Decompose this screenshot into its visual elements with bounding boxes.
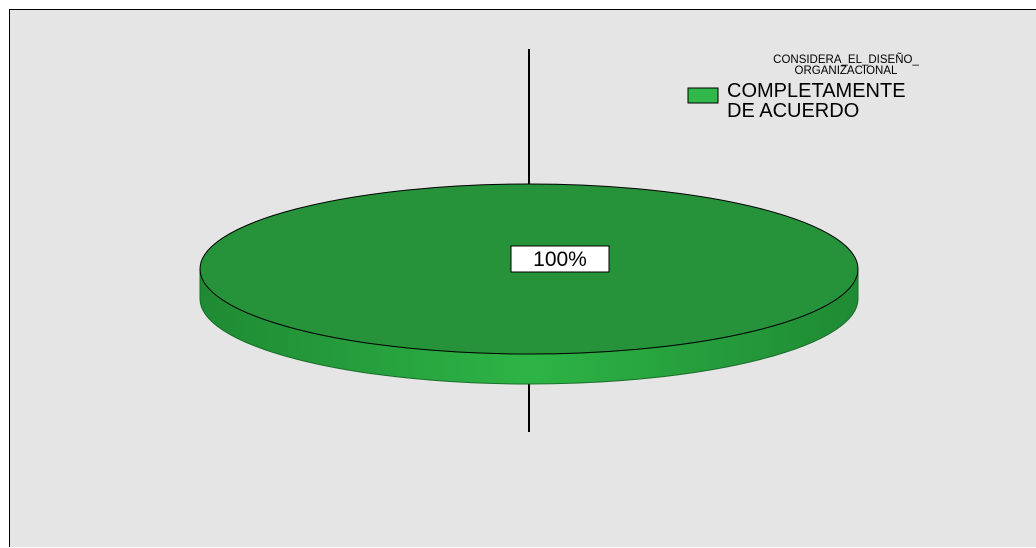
data-label-text: 100% [533, 248, 587, 271]
data-label-box [510, 245, 610, 273]
legend-title-line-2: ORGANIZACIONAL [795, 65, 898, 77]
pie-chart: 100% CONSIDERA_EL_DISEÑO_ ORGANIZACIONAL… [199, 49, 919, 432]
chart-area: 100% CONSIDERA_EL_DISEÑO_ ORGANIZACIONAL… [9, 9, 1036, 547]
legend: CONSIDERA_EL_DISEÑO_ ORGANIZACIONAL COMP… [687, 53, 919, 122]
legend-swatch [687, 87, 719, 104]
data-label: 100% [510, 245, 610, 273]
legend-label-line-1: COMPLETAMENTE [727, 80, 906, 102]
legend-title-line-1: CONSIDERA_EL_DISEÑO_ [773, 53, 919, 66]
legend-label-line-2: DE ACUERDO [727, 100, 859, 122]
